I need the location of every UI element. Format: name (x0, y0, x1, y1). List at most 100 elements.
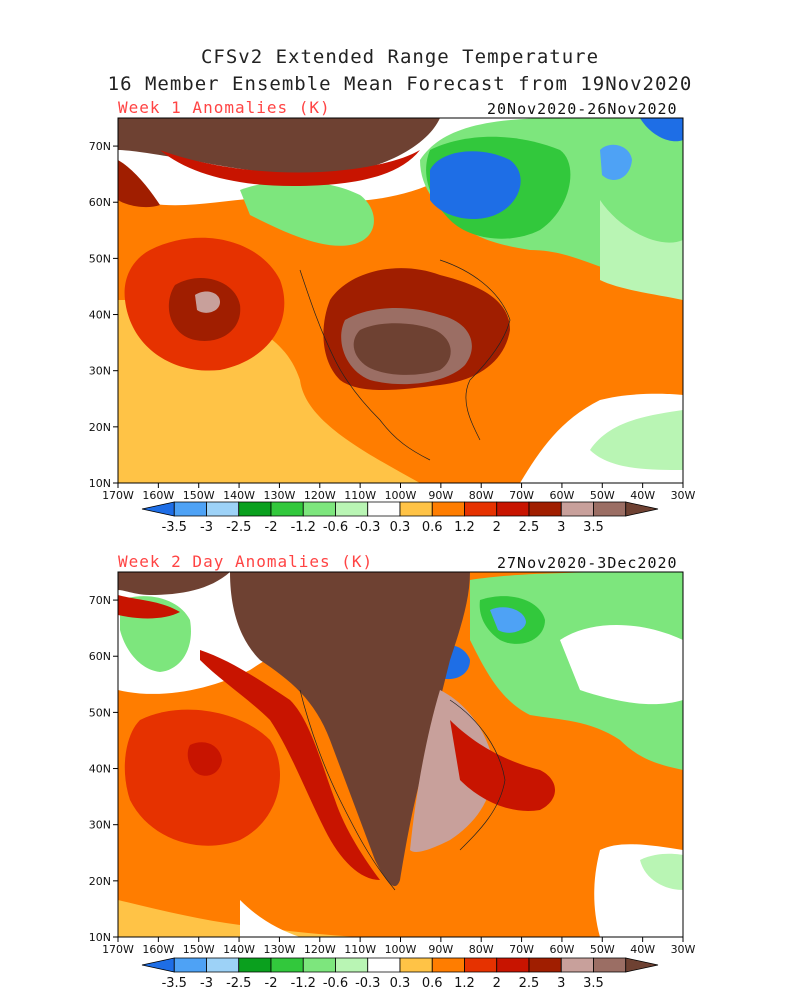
p2-blue-labrador (490, 607, 526, 633)
p2-pink-east (410, 690, 493, 852)
p2-pale-south (118, 900, 360, 937)
panel-1-lon-tick-label: 150W (183, 489, 215, 502)
colorbar-1-label: 1.2 (454, 520, 475, 535)
title-line-2: 16 Member Ensemble Mean Forecast from 19… (107, 73, 693, 95)
panel-2-lat-tick-label: 10N (89, 931, 111, 944)
colorbar-2-swatch (206, 957, 240, 973)
panel-2-lon-tick-label: 70W (509, 943, 534, 956)
colorbar-2-label: 1.2 (454, 976, 475, 991)
panel-1-lon-tick-label: 40W (630, 489, 655, 502)
title-line-1: CFSv2 Extended Range Temperature (200, 46, 600, 68)
p2-coastline-east (449, 699, 506, 851)
colorbar-2-label: -3.5 (162, 976, 187, 991)
panel-2-lon-tick-label: 130W (263, 943, 295, 956)
panel-2-lon-tick-label: 80W (469, 943, 494, 956)
panel-2-lon-tick-label: 30W (671, 943, 696, 956)
colorbar-2: -3.5 -3 -2.5 -2 -1.2 -0.6 -0.3 0.3 0.6 1.2 2 2.5 3 3.… (141, 957, 659, 991)
colorbar-2-label: -0.6 (323, 976, 348, 991)
panel-2-lat-tick-label: 60N (89, 650, 111, 663)
colorbar-1-swatch (399, 501, 433, 517)
panel-2-lon-tick-label: 170W (102, 943, 134, 956)
colorbar-2-label: 3 (557, 976, 565, 991)
panel-2-lon-tick-label: 90W (428, 943, 453, 956)
panel-1-lon-tick-label: 50W (590, 489, 615, 502)
colorbar-2-label: -0.3 (355, 976, 380, 991)
colorbar-2-swatch (496, 957, 530, 973)
panel-2-lat-tick-label: 20N (89, 875, 111, 888)
colorbar-1-label: -0.3 (355, 520, 380, 535)
panel-1-lon-tick-label: 100W (385, 489, 417, 502)
colorbar-2-swatch (173, 957, 207, 973)
panel-1-lat-tick-label: 50N (89, 252, 111, 265)
colorbar-1-label: -0.6 (323, 520, 348, 535)
colorbar-1-swatch (496, 501, 530, 517)
p1-brown-north (118, 118, 440, 175)
colorbar-1-swatch (528, 501, 562, 517)
panel-2-label: Week 2 Day Anomalies (K) (118, 552, 374, 571)
colorbar-2-swatch (528, 957, 562, 973)
colorbar-1-label: 0.3 (390, 520, 411, 535)
colorbar-2-swatch (302, 957, 336, 973)
panel-1-lat-tick-label: 20N (89, 421, 111, 434)
colorbar-2-swatch (141, 957, 175, 973)
panel-1-lon-tick-label: 30W (671, 489, 696, 502)
p2-red-pacific (124, 709, 280, 846)
panel-2-lat-tick-label: 50N (89, 706, 111, 719)
colorbar-2-label: 2.5 (519, 976, 540, 991)
panel-1-lon-tick-label: 60W (549, 489, 574, 502)
panel-2-lon-tick-label: 40W (630, 943, 655, 956)
panel-2-lon-tick-label: 120W (304, 943, 336, 956)
colorbar-1-swatch (238, 501, 272, 517)
p2-red-east (450, 720, 555, 811)
panel-2-lon-tick-label: 150W (183, 943, 215, 956)
colorbar-1-swatch (593, 501, 627, 517)
panel-1-lat-tick-label: 10N (89, 477, 111, 490)
panel-2-lon-tick-label: 60W (549, 943, 574, 956)
colorbar-2-label: -2.5 (226, 976, 251, 991)
panel-1-lon-tick-label: 120W (304, 489, 336, 502)
colorbar-2-swatch (335, 957, 369, 973)
p1-coastline-west (299, 269, 431, 461)
p1-lightgreen-se (590, 410, 683, 470)
p1-blue-corner (640, 118, 683, 142)
panel-2-lon-tick-label: 110W (344, 943, 376, 956)
colorbar-1-swatch (335, 501, 369, 517)
colorbar-1-swatch (464, 501, 498, 517)
p1-coastline-east (439, 259, 511, 441)
panel-2-lon-tick-label: 140W (223, 943, 255, 956)
panel-1-lat-tick-label: 60N (89, 196, 111, 209)
colorbar-1-swatch (431, 501, 465, 517)
p1-blue-greenland (600, 144, 632, 180)
p1-red-north-band (160, 150, 420, 187)
panel-1-lat-tick-label: 40N (89, 309, 111, 322)
panel-1-lat-tick-label: 30N (89, 365, 111, 378)
p1-darkred-alaska (118, 160, 160, 208)
panel-1-lon-tick-label: 80W (469, 489, 494, 502)
panel-1-dates: 20Nov2020-26Nov2020 (487, 100, 678, 118)
colorbar-2-label: 0.3 (390, 976, 411, 991)
colorbar-1-label: -2 (265, 520, 278, 535)
colorbar-2-swatch (238, 957, 272, 973)
panel-2-lon-tick-label: 50W (590, 943, 615, 956)
colorbar-1-swatch (173, 501, 207, 517)
colorbar-1-label: -1.2 (291, 520, 316, 535)
colorbar-1-swatch (302, 501, 336, 517)
panel-2-lat-tick-label: 40N (89, 763, 111, 776)
colorbar-2-swatch (270, 957, 304, 973)
p2-neutral-east (560, 625, 683, 705)
panel-1-lon-tick-label: 170W (102, 489, 134, 502)
colorbar-2-swatch (399, 957, 433, 973)
colorbar-2-swatch (464, 957, 498, 973)
p1-green-canada (240, 180, 374, 246)
p2-red-west-band (200, 650, 380, 880)
colorbar-1-swatch (206, 501, 240, 517)
panel-1-lon-tick-label: 90W (428, 489, 453, 502)
colorbar-1-swatch (270, 501, 304, 517)
colorbar-1-label: 2 (493, 520, 501, 535)
panel-2-lat-tick-label: 70N (89, 594, 111, 607)
colorbar-1-swatch (367, 501, 401, 517)
